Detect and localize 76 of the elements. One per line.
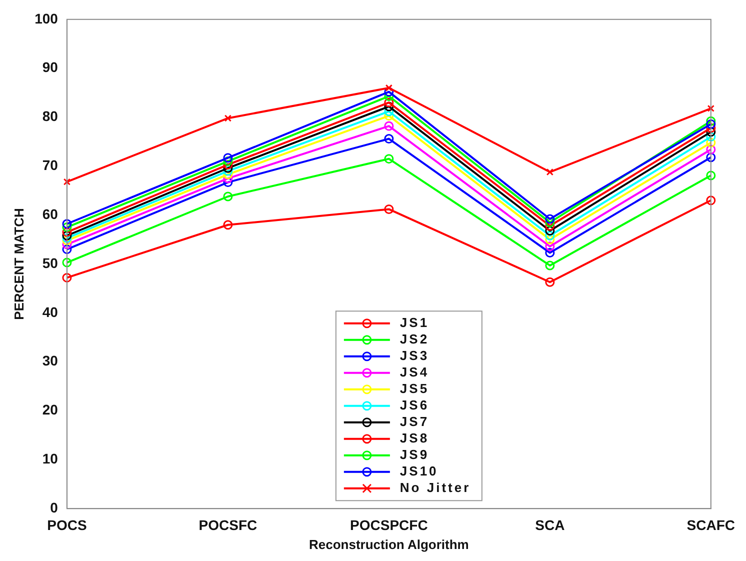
point [223, 156, 233, 166]
point [545, 260, 555, 270]
point [62, 240, 72, 250]
legend-label: JS10 [400, 463, 438, 478]
x-tick-label: SCAFC [686, 516, 736, 533]
y-tick-label: 60 [42, 206, 58, 222]
point [62, 272, 72, 282]
point [223, 163, 233, 173]
point [62, 227, 72, 237]
point [706, 119, 716, 129]
point [706, 138, 716, 148]
y-tick-label: 70 [42, 157, 58, 174]
point [384, 134, 394, 144]
point [385, 84, 393, 92]
point [223, 160, 233, 170]
point [546, 168, 554, 176]
point [706, 170, 716, 180]
x-axis-title: Reconstruction Algorithm [308, 536, 469, 552]
point [223, 170, 233, 180]
point [384, 111, 394, 121]
legend-label: JS2 [400, 331, 430, 346]
legend-label: JS8 [400, 430, 430, 446]
y-tick-label: 50 [42, 254, 58, 271]
point [384, 98, 394, 108]
x-tick-label: SCA [535, 516, 565, 533]
point [545, 248, 555, 258]
point [545, 277, 555, 287]
y-tick-label: 80 [42, 108, 58, 124]
point [706, 123, 716, 133]
y-tick-label: 90 [42, 59, 58, 76]
legend-label: No Jitter [400, 480, 471, 495]
point [706, 127, 716, 137]
point [223, 192, 233, 202]
point [62, 258, 72, 268]
point [707, 104, 714, 112]
y-tick-label: 20 [42, 402, 58, 418]
point [62, 233, 72, 243]
point [223, 166, 233, 176]
point [62, 222, 72, 232]
point [706, 196, 716, 206]
x-tick-label: POCSPCFC [350, 516, 428, 533]
legend-label: JS5 [400, 380, 430, 396]
y-tick-label: 100 [34, 10, 58, 26]
point [224, 114, 232, 122]
point [545, 214, 555, 224]
point [545, 218, 555, 228]
y-axis-title: PERCENT MATCH [11, 208, 26, 320]
point [62, 219, 72, 229]
point [545, 230, 555, 240]
legend-label: JS4 [400, 364, 430, 380]
point [384, 204, 394, 214]
legend-label: JS6 [400, 397, 430, 412]
y-tick-label: 40 [42, 304, 58, 320]
x-tick-label: POCSFC [198, 516, 258, 533]
legend-label: JS7 [400, 414, 430, 429]
y-tick-label: 30 [42, 352, 58, 369]
point [223, 220, 233, 230]
point [384, 121, 394, 131]
y-tick-label: 10 [42, 450, 58, 467]
point [62, 244, 72, 254]
point [545, 226, 555, 236]
legend-label: JS3 [400, 348, 430, 363]
point [706, 144, 716, 154]
point [223, 153, 233, 163]
x-tick-label: POCS [47, 516, 87, 533]
point [384, 154, 394, 164]
point [545, 242, 555, 252]
legend-label: JS9 [400, 446, 430, 462]
point [706, 116, 716, 126]
point [545, 234, 555, 244]
y-tick-label: 0 [50, 499, 58, 516]
point [706, 152, 716, 162]
point [62, 230, 72, 240]
point [545, 221, 555, 231]
point [63, 178, 71, 186]
legend-label: JS1 [400, 314, 430, 330]
